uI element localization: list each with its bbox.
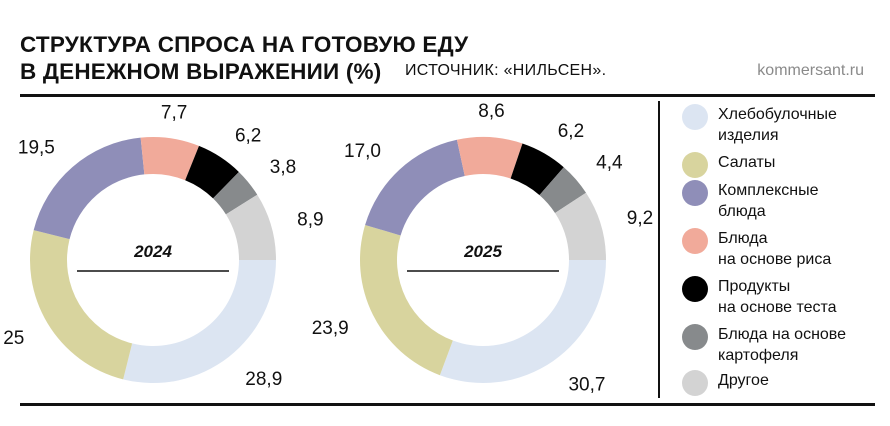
slice-2025-2 bbox=[365, 139, 465, 236]
slice-2024-1 bbox=[29, 230, 133, 380]
slice-2024-4 bbox=[185, 145, 239, 199]
legend-item-1: Салаты bbox=[682, 152, 775, 178]
legend-divider bbox=[658, 101, 660, 398]
slice-2024-0 bbox=[123, 260, 276, 383]
legend-swatch bbox=[682, 324, 708, 350]
slice-2025-6 bbox=[555, 192, 606, 260]
legend-label: Блюда на основе риса bbox=[718, 230, 832, 268]
value-label-2024-5: 3,8 bbox=[270, 157, 296, 178]
legend-item-0: Хлебобулочные изделия bbox=[682, 104, 837, 146]
legend-item-4: Продукты на основе теста bbox=[682, 276, 837, 318]
title-line-2: В ДЕНЕЖНОМ ВЫРАЖЕНИИ (%) bbox=[20, 59, 382, 84]
slice-2025-3 bbox=[456, 136, 523, 179]
slice-2025-4 bbox=[510, 143, 564, 196]
value-label-2025-0: 30,7 bbox=[568, 374, 605, 395]
legend-label: Другое bbox=[718, 372, 769, 389]
legend-item-6: Другое bbox=[682, 370, 769, 396]
value-label-2025-4: 6,2 bbox=[558, 121, 584, 142]
chart-title: СТРУКТУРА СПРОСА НА ГОТОВУЮ ЕДУ В ДЕНЕЖН… bbox=[20, 31, 468, 85]
source-note: ИСТОЧНИК: «НИЛЬСЕН». bbox=[405, 62, 607, 79]
legend-label: Салаты bbox=[718, 154, 776, 171]
value-label-2024-3: 7,7 bbox=[161, 102, 187, 123]
value-label-2024-4: 6,2 bbox=[235, 125, 261, 146]
top-rule bbox=[20, 94, 875, 97]
site-credit: kommersant.ru bbox=[757, 62, 864, 79]
legend-swatch bbox=[682, 370, 708, 396]
legend-swatch bbox=[682, 180, 708, 206]
value-label-2025-5: 4,4 bbox=[596, 153, 623, 174]
year-label-2024: 2024 bbox=[133, 242, 172, 261]
value-label-2025-3: 8,6 bbox=[478, 101, 504, 122]
slice-2024-6 bbox=[225, 194, 276, 260]
legend-item-3: Блюда на основе риса bbox=[682, 228, 831, 270]
legend-swatch bbox=[682, 152, 708, 178]
donut-charts: 28,9 25 19,5 7,7 6,2 3,8 8,9 2024 30,7 23,9 17,0 8,… bbox=[3, 101, 653, 395]
value-label-2024-2: 19,5 bbox=[18, 138, 55, 159]
legend-label: Блюда на основе картофеля bbox=[718, 326, 847, 364]
legend-item-2: Комплексные блюда bbox=[682, 180, 819, 222]
slice-2025-1 bbox=[359, 224, 453, 376]
legend-swatch bbox=[682, 228, 708, 254]
title-line-1: СТРУКТУРА СПРОСА НА ГОТОВУЮ ЕДУ bbox=[20, 32, 469, 57]
legend-label: Хлебобулочные изделия bbox=[718, 106, 837, 144]
slice-2024-2 bbox=[33, 137, 145, 240]
value-label-2025-1: 23,9 bbox=[312, 318, 349, 339]
slice-2024-5 bbox=[213, 171, 258, 215]
value-label-2025-2: 17,0 bbox=[344, 141, 381, 162]
slice-2025-0 bbox=[439, 260, 606, 384]
legend-swatch bbox=[682, 276, 708, 302]
legend-swatch bbox=[682, 104, 708, 130]
legend-label: Продукты на основе теста bbox=[718, 278, 837, 316]
year-label-2025: 2025 bbox=[463, 242, 502, 261]
value-label-2024-0: 28,9 bbox=[245, 369, 282, 390]
value-label-2025-6: 9,2 bbox=[627, 208, 653, 229]
slice-2024-3 bbox=[140, 137, 199, 181]
bottom-rule bbox=[20, 403, 875, 406]
value-label-2024-1: 25 bbox=[3, 328, 24, 349]
legend-label: Комплексные блюда bbox=[718, 182, 819, 220]
value-label-2024-6: 8,9 bbox=[297, 210, 323, 231]
legend-item-5: Блюда на основе картофеля bbox=[682, 324, 846, 366]
slice-2025-5 bbox=[539, 167, 587, 214]
